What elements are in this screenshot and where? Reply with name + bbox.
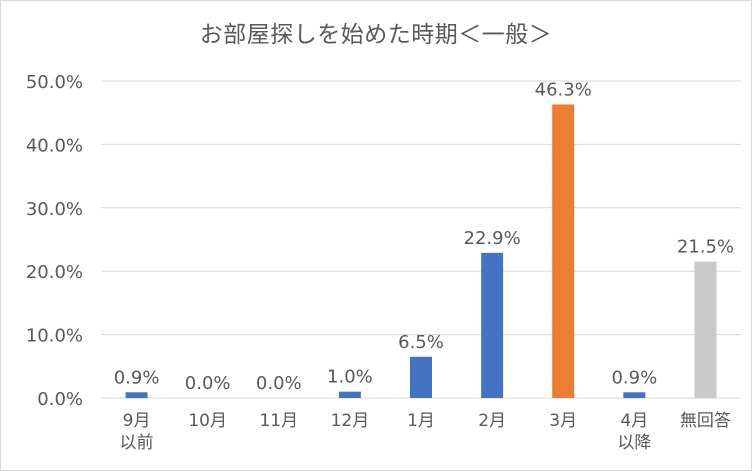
bar xyxy=(410,356,432,398)
x-tick-label: 1月 xyxy=(407,411,435,431)
x-tick-label: 4月 xyxy=(620,411,648,431)
y-tick-label: 0.0% xyxy=(37,389,83,410)
x-tick-label: 12月 xyxy=(331,411,370,431)
data-label: 21.5% xyxy=(677,237,734,258)
y-tick-label: 20.0% xyxy=(26,262,83,283)
x-tick-label: 以降 xyxy=(617,433,651,453)
chart-title: お部屋探しを始めた時期＜一般＞ xyxy=(199,22,553,48)
data-label: 0.9% xyxy=(611,367,657,388)
bar xyxy=(338,391,361,398)
data-label: 1.0% xyxy=(327,367,373,388)
x-tick-label: 10月 xyxy=(188,411,227,431)
bar xyxy=(552,104,575,398)
y-tick-label: 50.0% xyxy=(26,72,83,93)
data-label: 0.0% xyxy=(256,373,302,394)
x-tick-label: 11月 xyxy=(259,411,298,431)
data-label: 0.9% xyxy=(114,367,160,388)
data-label: 0.0% xyxy=(185,373,231,394)
x-tick-label: 2月 xyxy=(478,411,506,431)
y-tick-label: 40.0% xyxy=(26,135,83,156)
x-tick-label: 無回答 xyxy=(680,411,731,431)
data-label: 6.5% xyxy=(398,332,444,353)
data-label: 46.3% xyxy=(535,79,592,100)
x-tick-label: 9月 xyxy=(123,411,151,431)
bar xyxy=(481,252,504,398)
data-label: 22.9% xyxy=(464,228,521,249)
y-tick-label: 30.0% xyxy=(26,199,83,220)
bar xyxy=(125,392,148,398)
x-tick-label: 以前 xyxy=(120,433,154,453)
bar xyxy=(623,392,646,398)
bar xyxy=(694,261,717,398)
y-tick-label: 10.0% xyxy=(26,326,83,347)
x-tick-label: 3月 xyxy=(549,411,577,431)
